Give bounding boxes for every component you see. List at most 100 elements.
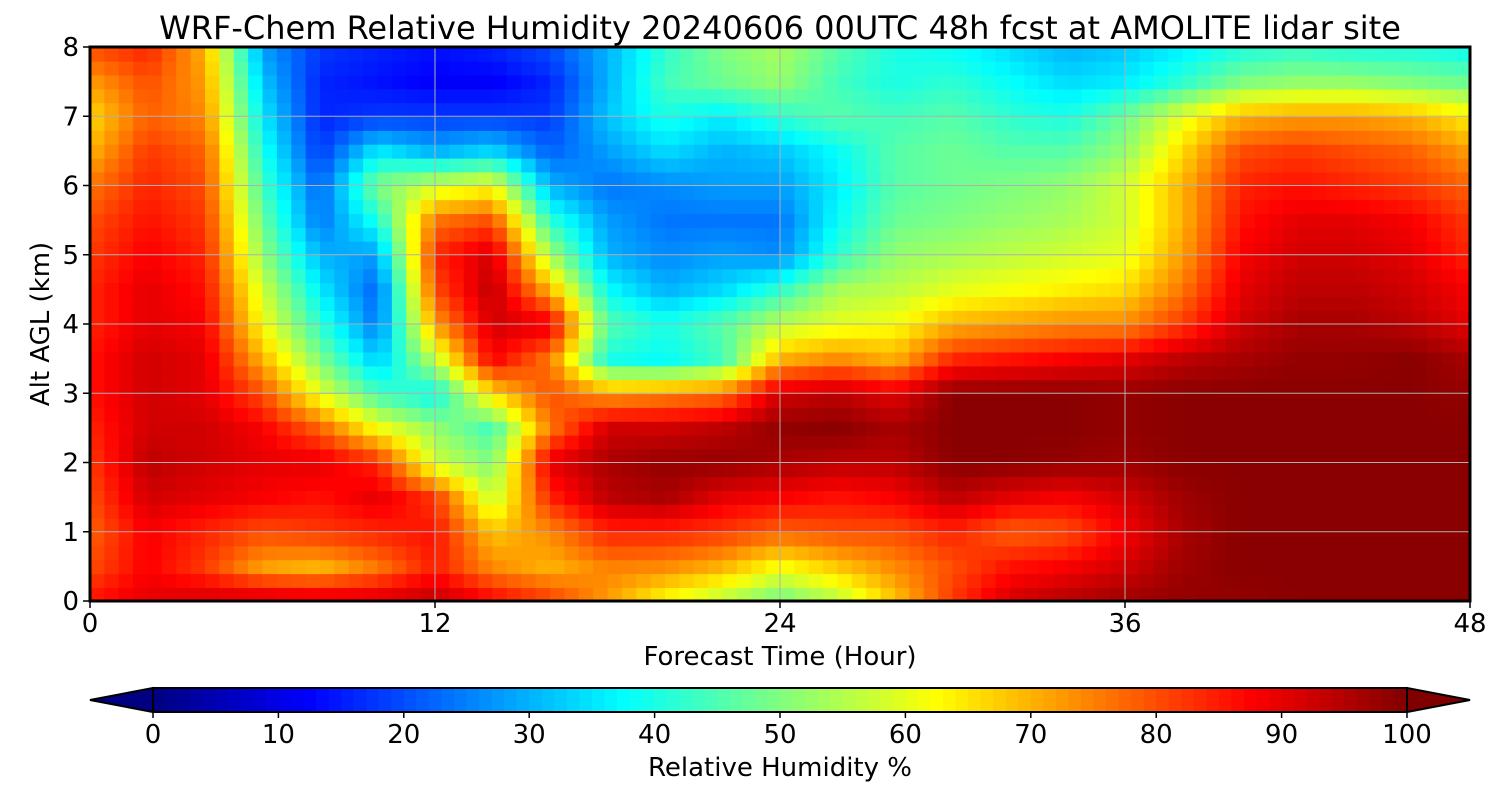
heatmap-cell	[665, 143, 681, 159]
heatmap-cell	[435, 559, 451, 575]
heatmap-cell	[305, 254, 321, 270]
colorbar-segment	[1005, 688, 1019, 712]
heatmap-cell	[506, 379, 523, 395]
heatmap-cell	[147, 227, 163, 242]
heatmap-cell	[521, 434, 537, 450]
heatmap-cell	[823, 379, 839, 395]
heatmap-cell	[621, 531, 638, 547]
heatmap-cell	[607, 448, 623, 464]
heatmap-cell	[1024, 282, 1040, 298]
heatmap-cell	[233, 88, 249, 104]
heatmap-cell	[923, 379, 939, 395]
heatmap-cell	[190, 157, 206, 173]
heatmap-cell	[118, 74, 134, 90]
heatmap-cell	[478, 324, 494, 339]
heatmap-cell	[1240, 379, 1256, 395]
heatmap-cell	[1383, 47, 1399, 62]
heatmap-cell	[133, 448, 149, 464]
heatmap-cell	[923, 88, 939, 104]
heatmap-cell	[1369, 517, 1385, 533]
heatmap-cell	[492, 157, 508, 173]
heatmap-cell	[449, 448, 465, 464]
heatmap-cell	[665, 504, 681, 519]
heatmap-cell	[1139, 143, 1155, 159]
heatmap-cell	[147, 240, 163, 256]
heatmap-cell	[1455, 434, 1470, 450]
heatmap-cell	[176, 199, 192, 214]
heatmap-cell	[1153, 504, 1169, 519]
heatmap-cell	[406, 227, 422, 242]
heatmap-cell	[1096, 254, 1112, 270]
heatmap-cell	[133, 365, 149, 381]
heatmap-cell	[981, 74, 997, 90]
heatmap-cell	[118, 171, 134, 187]
heatmap-cell	[1053, 393, 1069, 408]
heatmap-cell	[478, 448, 494, 464]
heatmap-cell	[1168, 185, 1184, 201]
heatmap-cell	[751, 47, 767, 62]
heatmap-cell	[1024, 102, 1040, 118]
heatmap-cell	[161, 573, 178, 588]
heatmap-cell	[952, 587, 968, 601]
heatmap-cell	[233, 545, 249, 561]
heatmap-cell	[722, 545, 738, 561]
heatmap-cell	[636, 102, 652, 118]
heatmap-cell	[578, 462, 594, 478]
heatmap-cell	[722, 227, 738, 242]
heatmap-cell	[751, 517, 767, 533]
heatmap-cell	[665, 365, 681, 381]
colorbar-segment	[1344, 688, 1358, 712]
heatmap-cell	[1168, 517, 1184, 533]
heatmap-cell	[1283, 573, 1299, 588]
heatmap-cell	[449, 74, 465, 90]
heatmap-cell	[176, 490, 192, 505]
heatmap-cell	[1153, 116, 1169, 131]
heatmap-cell	[1196, 74, 1213, 90]
heatmap-cell	[1426, 393, 1443, 408]
heatmap-cell	[118, 47, 134, 62]
heatmap-cell	[578, 324, 594, 339]
heatmap-cell	[435, 296, 451, 311]
heatmap-cell	[176, 407, 192, 422]
heatmap-cell	[276, 337, 293, 353]
heatmap-cell	[1110, 448, 1126, 464]
heatmap-cell	[895, 102, 911, 118]
heatmap-cell	[1010, 88, 1026, 104]
heatmap-cell	[751, 240, 767, 256]
heatmap-cell	[1412, 517, 1428, 533]
heatmap-cell	[406, 379, 422, 395]
heatmap-cell	[1053, 434, 1069, 450]
heatmap-cell	[981, 47, 997, 62]
heatmap-cell	[938, 102, 954, 118]
heatmap-cell	[1038, 337, 1054, 353]
heatmap-cell	[1311, 116, 1328, 131]
heatmap-cell	[420, 185, 436, 201]
heatmap-cell	[837, 227, 853, 242]
heatmap-cell	[1182, 324, 1198, 339]
heatmap-cell	[1125, 60, 1141, 76]
heatmap-cell	[1455, 130, 1470, 145]
heatmap-cell	[794, 517, 810, 533]
heatmap-cell	[607, 365, 623, 381]
heatmap-cell	[1038, 462, 1054, 478]
heatmap-cell	[1283, 559, 1299, 575]
heatmap-cell	[1369, 407, 1385, 422]
heatmap-cell	[190, 420, 206, 436]
heatmap-cell	[435, 531, 451, 547]
heatmap-cell	[1153, 587, 1169, 601]
heatmap-cell	[233, 559, 249, 575]
heatmap-cell	[1455, 545, 1470, 561]
heatmap-cell	[981, 573, 997, 588]
heatmap-cell	[1225, 199, 1241, 214]
heatmap-cell	[621, 254, 638, 270]
x-axis-ticks: 0 12 24 36 48	[82, 601, 1487, 639]
heatmap-cell	[550, 393, 566, 408]
heatmap-cell	[866, 254, 882, 270]
heatmap-cell	[205, 171, 221, 187]
heatmap-cell	[1254, 587, 1270, 601]
heatmap-cell	[104, 504, 120, 519]
colorbar-segment	[403, 688, 417, 712]
heatmap-cell	[1010, 365, 1026, 381]
heatmap-cell	[320, 434, 336, 450]
heatmap-cell	[248, 448, 264, 464]
